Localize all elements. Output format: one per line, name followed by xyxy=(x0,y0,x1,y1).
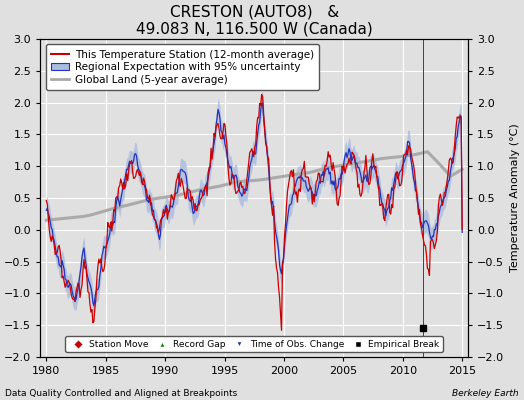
Title: CRESTON (AUTO8)   &
49.083 N, 116.500 W (Canada): CRESTON (AUTO8) & 49.083 N, 116.500 W (C… xyxy=(136,4,373,36)
Text: Berkeley Earth: Berkeley Earth xyxy=(452,389,519,398)
Text: Data Quality Controlled and Aligned at Breakpoints: Data Quality Controlled and Aligned at B… xyxy=(5,389,237,398)
Y-axis label: Temperature Anomaly (°C): Temperature Anomaly (°C) xyxy=(510,124,520,272)
Legend: Station Move, Record Gap, Time of Obs. Change, Empirical Break: Station Move, Record Gap, Time of Obs. C… xyxy=(66,336,443,352)
